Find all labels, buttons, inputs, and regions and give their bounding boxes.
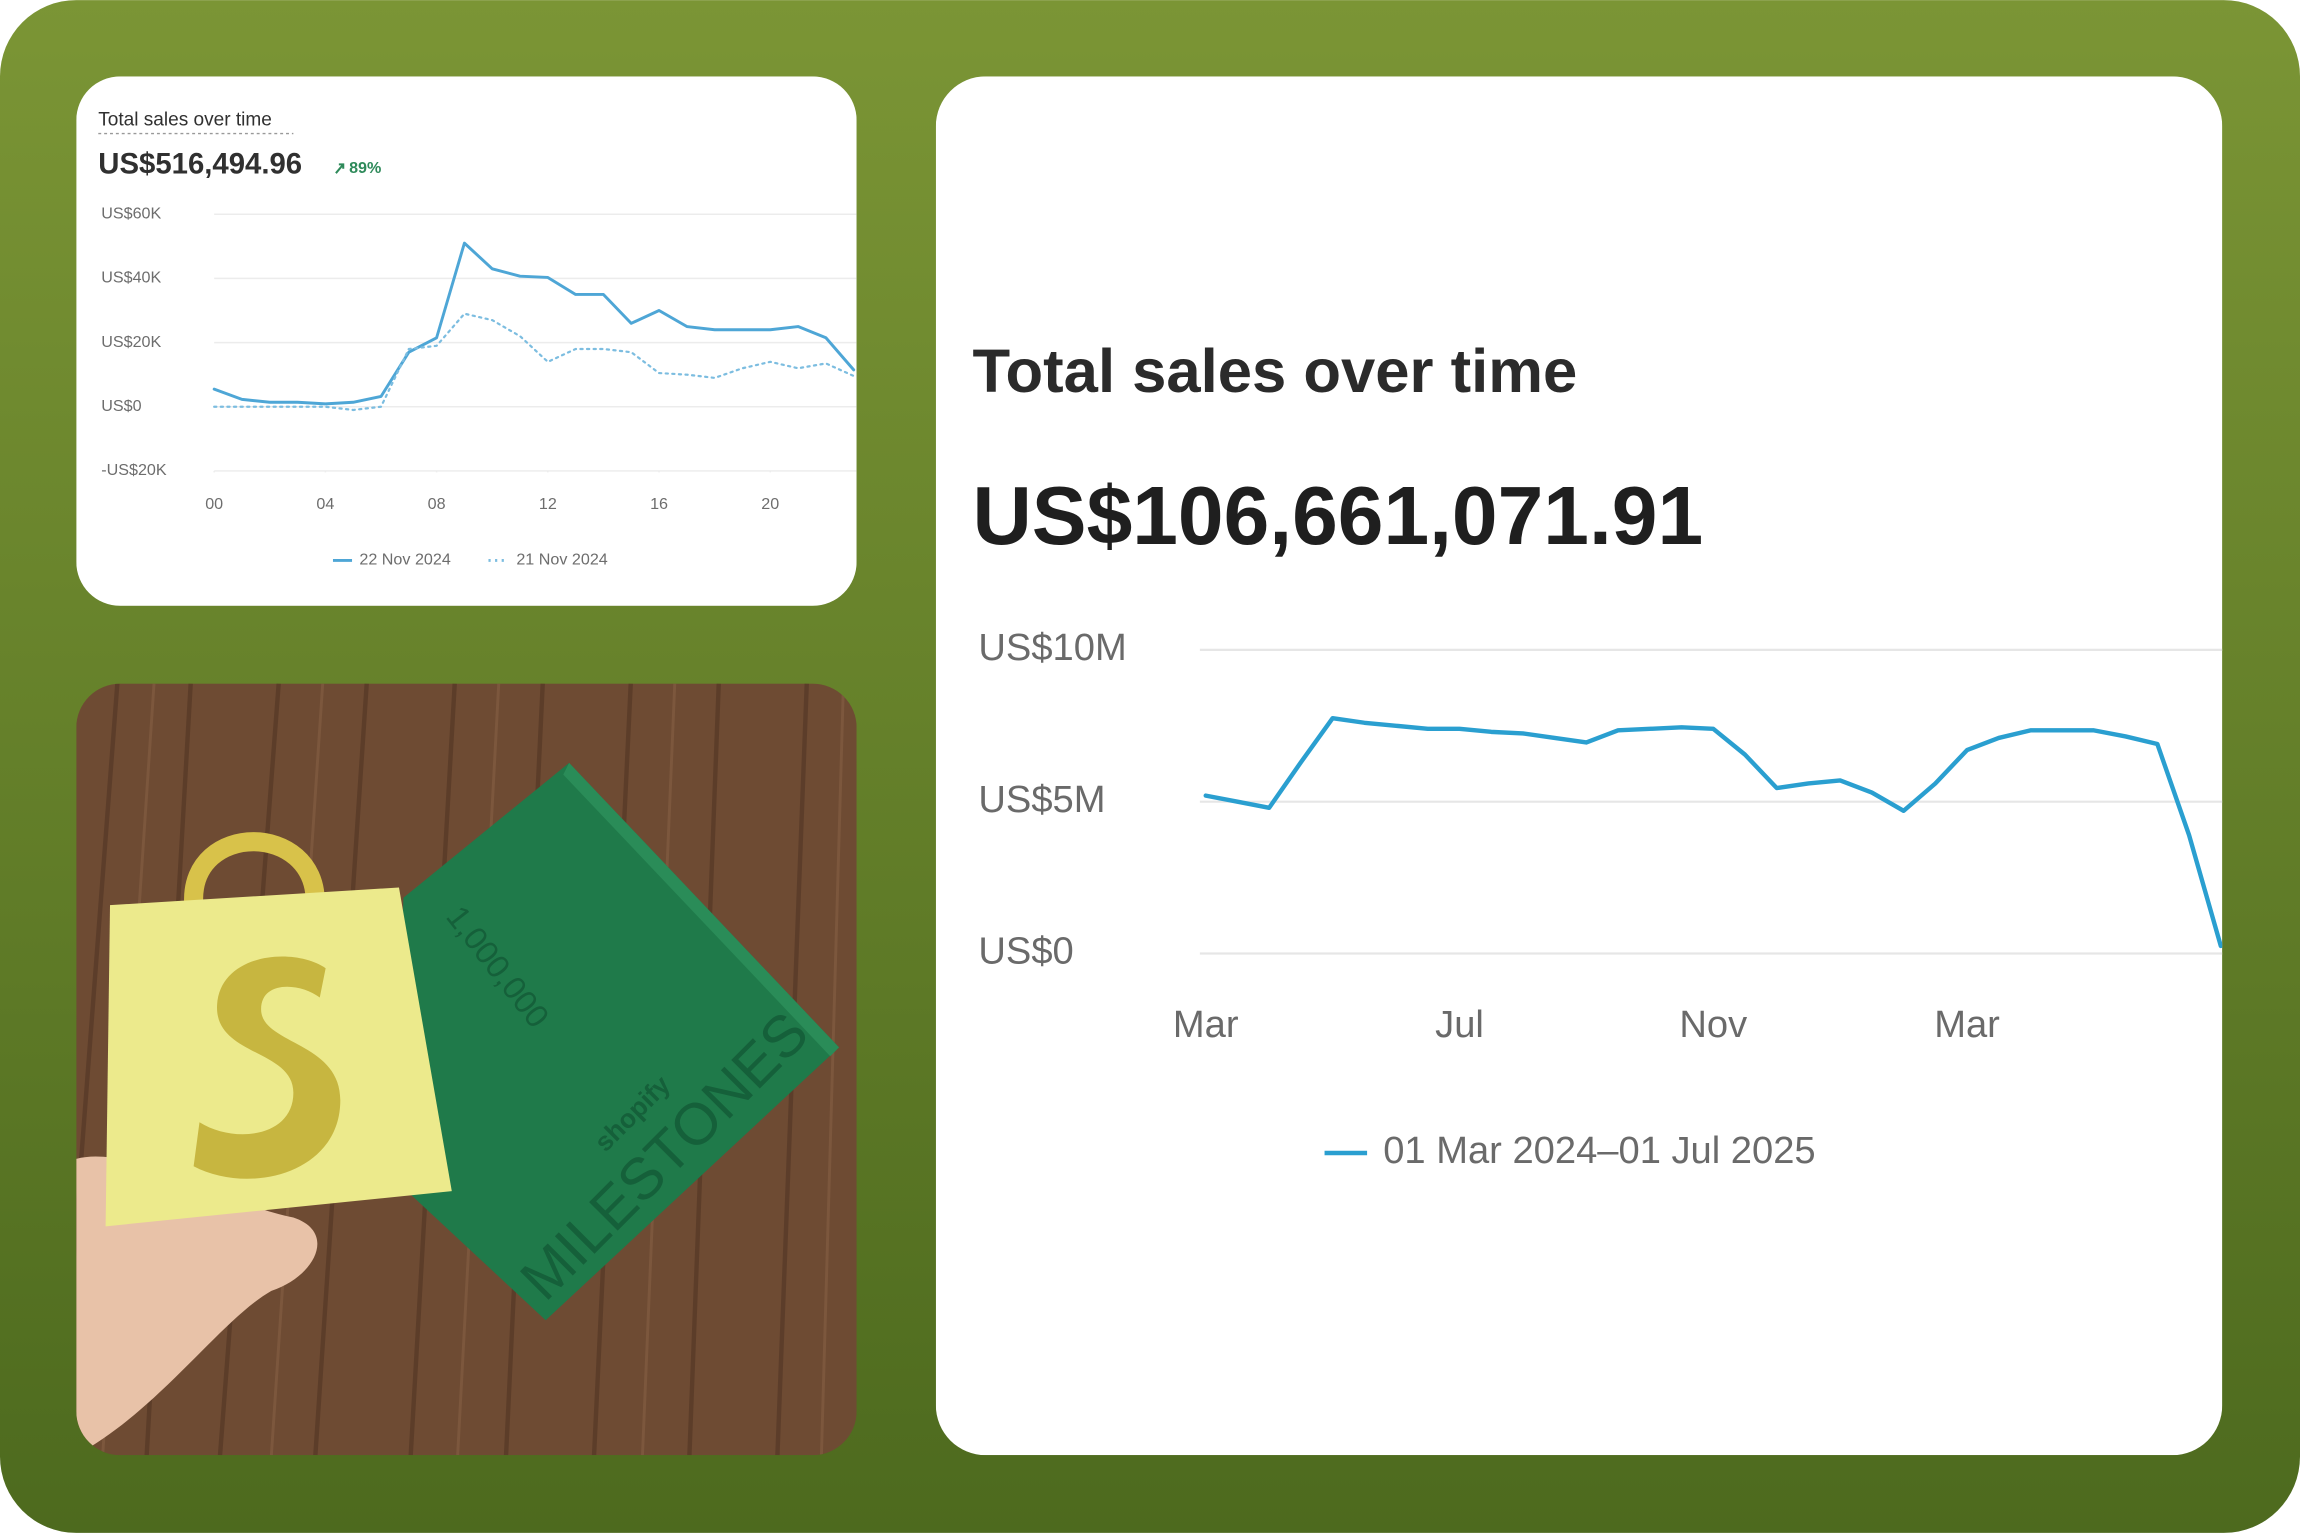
card-bg [935, 76, 2223, 1456]
x-tick-label: 08 [428, 495, 446, 513]
x-tick-label: 00 [205, 495, 223, 513]
chart-title: Total sales over time [98, 109, 272, 130]
bag-handle [184, 832, 325, 903]
milestone-box [396, 762, 840, 1321]
hand [76, 1156, 318, 1456]
x-tick-label: Mar [1173, 1003, 1239, 1046]
bag-logo [193, 956, 341, 1179]
y-tick-label: US$40K [101, 269, 161, 287]
card-bg [76, 76, 857, 606]
y-tick-label: US$0 [978, 930, 1073, 973]
chart-title: Total sales over time [973, 337, 1578, 406]
x-tick-label: 16 [650, 495, 668, 513]
x-tick-label: Mar [1934, 1003, 2000, 1046]
y-tick-label: -US$20K [101, 461, 167, 479]
y-tick-label: US$60K [101, 205, 161, 223]
photo: 1,000,000 shopify MILESTONES [76, 683, 857, 1456]
y-tick-label: US$20K [101, 333, 161, 351]
legend-label: 01 Mar 2024–01 Jul 2025 [1383, 1129, 1815, 1172]
big-chart-card: Total sales over time US$106,661,071.91 … [935, 76, 2223, 1456]
x-tick-label: 04 [316, 495, 334, 513]
series-line [212, 241, 856, 406]
up-arrow [335, 163, 345, 174]
x-tick-label: Nov [1679, 1003, 1747, 1046]
series-line [1203, 715, 2223, 949]
y-tick-label: US$10M [978, 626, 1126, 669]
x-tick-label: Jul [1435, 1003, 1484, 1046]
legend-label: 21 Nov 2024 [516, 551, 607, 569]
x-tick-label: 20 [761, 495, 779, 513]
total-value: US$106,661,071.91 [973, 471, 1704, 562]
change-badge: 89% [349, 159, 381, 177]
y-tick-label: US$0 [101, 397, 141, 415]
y-tick-label: US$5M [978, 778, 1105, 821]
series-line [213, 312, 855, 412]
small-chart-card: Total sales over time US$516,494.96 89% … [76, 76, 857, 606]
total-value: US$516,494.96 [98, 148, 302, 181]
box-edge [563, 762, 840, 1057]
x-tick-label: 12 [539, 495, 557, 513]
legend-label: 22 Nov 2024 [359, 551, 450, 569]
